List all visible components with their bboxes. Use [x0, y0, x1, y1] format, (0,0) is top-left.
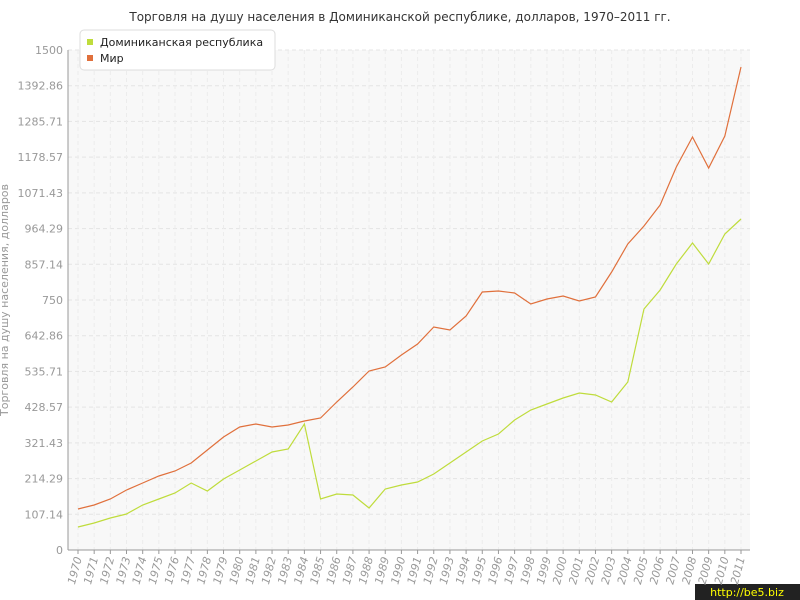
legend-swatch: [87, 39, 93, 45]
legend-label: Доминиканская республика: [100, 36, 263, 49]
watermark-bg: [695, 584, 800, 600]
y-tick-label: 1392.86: [18, 80, 64, 93]
series-line: [77, 218, 742, 528]
legend-box: [79, 29, 276, 71]
y-tick-label: 0: [56, 544, 63, 557]
chart-title: Торговля на душу населения в Доминиканск…: [128, 10, 670, 24]
plot-area: [68, 50, 750, 550]
series-line: [77, 66, 742, 510]
y-tick-label: 428.57: [25, 401, 64, 414]
y-tick-label: 857.14: [25, 258, 64, 271]
y-tick-label: 321.43: [25, 437, 64, 450]
y-tick-label: 107.14: [25, 508, 64, 521]
y-axis-label: Торговля на душу населения, долларов: [0, 184, 11, 417]
y-tick-label: 1178.57: [18, 151, 64, 164]
watermark: http://be5.biz: [710, 586, 784, 599]
y-tick-label: 642.86: [25, 330, 64, 343]
y-tick-label: 535.71: [25, 365, 64, 378]
legend-swatch: [87, 55, 93, 61]
y-tick-label: 214.29: [25, 473, 64, 486]
y-tick-label: 1285.71: [18, 115, 64, 128]
y-tick-label: 1071.43: [18, 187, 64, 200]
y-tick-label: 750: [42, 294, 63, 307]
y-tick-label: 1500: [35, 44, 63, 57]
y-tick-label: 964.29: [25, 223, 64, 236]
legend-label: Мир: [100, 52, 124, 65]
